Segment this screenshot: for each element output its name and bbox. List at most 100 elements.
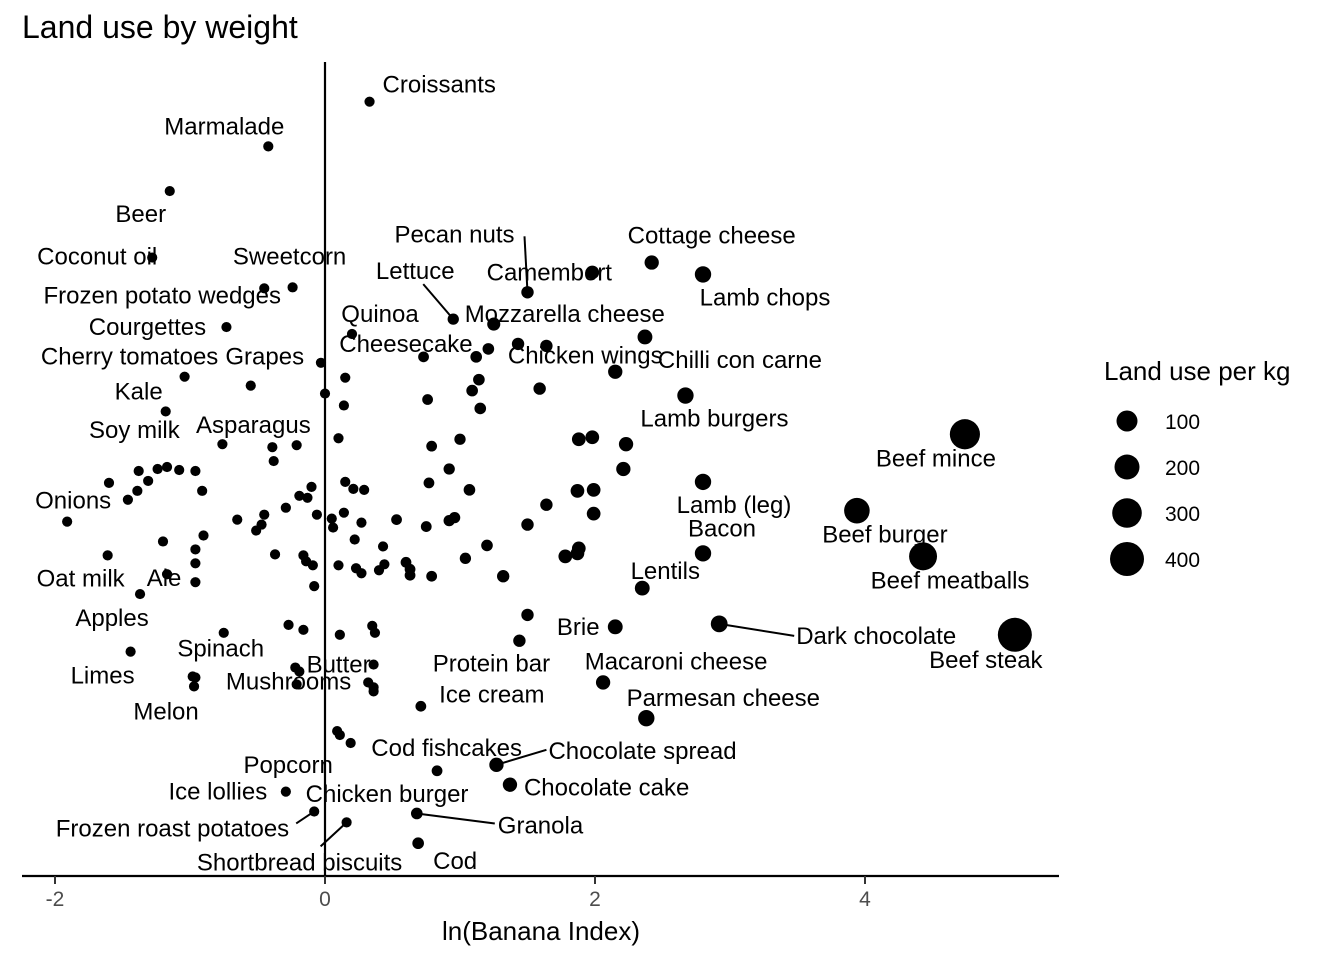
data-point-33 bbox=[463, 484, 476, 496]
data-point-beef-mince bbox=[949, 419, 980, 450]
leader-line-pecan-nuts bbox=[523, 236, 529, 293]
data-point-70 bbox=[333, 560, 344, 571]
leader-line-lettuce bbox=[422, 283, 455, 320]
data-point-5 bbox=[340, 372, 351, 383]
point-label-chocolate-cake: Chocolate cake bbox=[524, 775, 689, 802]
data-point-granola bbox=[410, 807, 423, 820]
point-label-kale: Kale bbox=[115, 378, 163, 405]
data-point-80 bbox=[558, 549, 573, 564]
data-point-ale bbox=[161, 569, 173, 580]
data-point-65 bbox=[570, 546, 585, 561]
data-point-mozzarella-cheese bbox=[487, 317, 501, 331]
data-point-13 bbox=[571, 432, 586, 447]
data-point-cottage-cheese bbox=[644, 255, 659, 270]
data-point-bacon bbox=[694, 545, 712, 562]
data-point-45 bbox=[280, 502, 291, 513]
data-point-61 bbox=[349, 534, 360, 545]
data-point-47 bbox=[311, 509, 322, 520]
data-point-86 bbox=[309, 581, 320, 592]
legend-title: Land use per kg bbox=[1104, 356, 1290, 386]
point-label-protein-bar: Protein bar bbox=[433, 651, 550, 678]
point-label-bacon: Bacon bbox=[688, 515, 756, 542]
leader-line-chocolate-spread bbox=[496, 748, 547, 766]
data-point-22 bbox=[616, 461, 631, 477]
point-label-cod: Cod bbox=[433, 848, 477, 875]
point-label-beer: Beer bbox=[115, 201, 166, 228]
data-point-chicken-burger bbox=[431, 765, 443, 777]
data-point-2 bbox=[511, 337, 525, 351]
data-point-parmesan-cheese bbox=[638, 709, 655, 727]
x-tick-label-0: -2 bbox=[46, 888, 65, 911]
point-label-courgettes: Courgettes bbox=[89, 314, 206, 341]
data-point-macaroni-cheese bbox=[595, 675, 611, 690]
data-point-11 bbox=[338, 400, 349, 411]
point-label-cherry-tomatoes: Cherry tomatoes bbox=[41, 344, 218, 371]
x-tick-label-1: 0 bbox=[319, 888, 331, 911]
data-point-37 bbox=[306, 481, 317, 492]
point-label-cottage-cheese: Cottage cheese bbox=[628, 223, 796, 250]
data-point-95 bbox=[294, 666, 305, 677]
data-point-96 bbox=[291, 679, 302, 690]
data-point-butter bbox=[368, 659, 379, 670]
data-point-15 bbox=[618, 437, 634, 452]
data-point-limes bbox=[125, 646, 136, 657]
data-point-cod-fishcakes bbox=[345, 737, 356, 749]
data-point-camembert bbox=[585, 265, 600, 280]
data-point-beef-burger bbox=[844, 497, 870, 524]
data-point-protein-bar bbox=[513, 634, 526, 647]
data-point-7 bbox=[533, 382, 546, 395]
leader-line-granola bbox=[416, 812, 495, 825]
x-tick-label-2: 2 bbox=[589, 888, 601, 911]
data-point-88 bbox=[218, 627, 229, 638]
point-label-lamb-leg: Lamb (leg) bbox=[677, 492, 792, 519]
data-point-chilli-con-carne bbox=[637, 329, 653, 345]
x-axis-title: ln(Banana Index) bbox=[442, 916, 640, 946]
data-point-9 bbox=[422, 394, 433, 405]
legend-label-400: 400 bbox=[1165, 549, 1200, 572]
data-point-78 bbox=[426, 570, 438, 582]
data-point-72 bbox=[356, 568, 367, 579]
point-label-granola: Granola bbox=[498, 812, 584, 839]
data-point-91 bbox=[334, 629, 345, 640]
point-label-beef-burger: Beef burger bbox=[822, 522, 947, 549]
point-label-dark-chocolate: Dark chocolate bbox=[796, 623, 956, 650]
data-point-82 bbox=[190, 558, 201, 569]
point-label-butter: Butter bbox=[307, 652, 371, 679]
data-point-spinach bbox=[187, 671, 198, 682]
data-point-29 bbox=[103, 477, 115, 488]
data-point-55 bbox=[521, 518, 534, 531]
leader-line-dark-chocolate bbox=[719, 622, 795, 637]
data-point-frozen-roast-potatoes bbox=[309, 806, 320, 817]
data-point-chicken-wings bbox=[608, 364, 623, 379]
data-point-coconut-oil bbox=[147, 252, 158, 263]
data-point-85 bbox=[307, 560, 318, 571]
data-point-dark-chocolate bbox=[710, 615, 728, 633]
point-label-ice-lollies: Ice lollies bbox=[168, 779, 267, 806]
data-point-24 bbox=[152, 463, 163, 475]
data-point-courgettes bbox=[221, 321, 232, 333]
point-label-ale: Ale bbox=[147, 565, 182, 592]
leader-lines bbox=[295, 236, 795, 848]
point-label-quinoa: Quinoa bbox=[341, 301, 419, 328]
data-point-83 bbox=[190, 577, 201, 588]
data-point-38 bbox=[294, 490, 305, 501]
data-point-28 bbox=[143, 475, 154, 487]
data-points bbox=[62, 96, 1032, 850]
data-point-74 bbox=[379, 559, 390, 570]
data-point-51 bbox=[391, 514, 402, 526]
data-point-asparagus bbox=[267, 442, 278, 453]
point-label-spinach: Spinach bbox=[177, 635, 264, 662]
data-point-onions bbox=[62, 516, 73, 527]
point-label-shortbread-biscuits: Shortbread biscuits bbox=[197, 849, 402, 876]
data-point-49 bbox=[338, 507, 349, 518]
point-label-popcorn: Popcorn bbox=[243, 752, 332, 779]
data-point-14 bbox=[585, 430, 600, 445]
point-label-macaroni-cheese: Macaroni cheese bbox=[585, 648, 768, 675]
legend-label-300: 300 bbox=[1165, 503, 1200, 526]
point-label-apples: Apples bbox=[75, 605, 148, 632]
data-point-42 bbox=[540, 498, 553, 511]
point-label-lamb-burgers: Lamb burgers bbox=[640, 406, 788, 433]
data-point-brie bbox=[607, 619, 623, 635]
data-point-68 bbox=[269, 549, 281, 560]
